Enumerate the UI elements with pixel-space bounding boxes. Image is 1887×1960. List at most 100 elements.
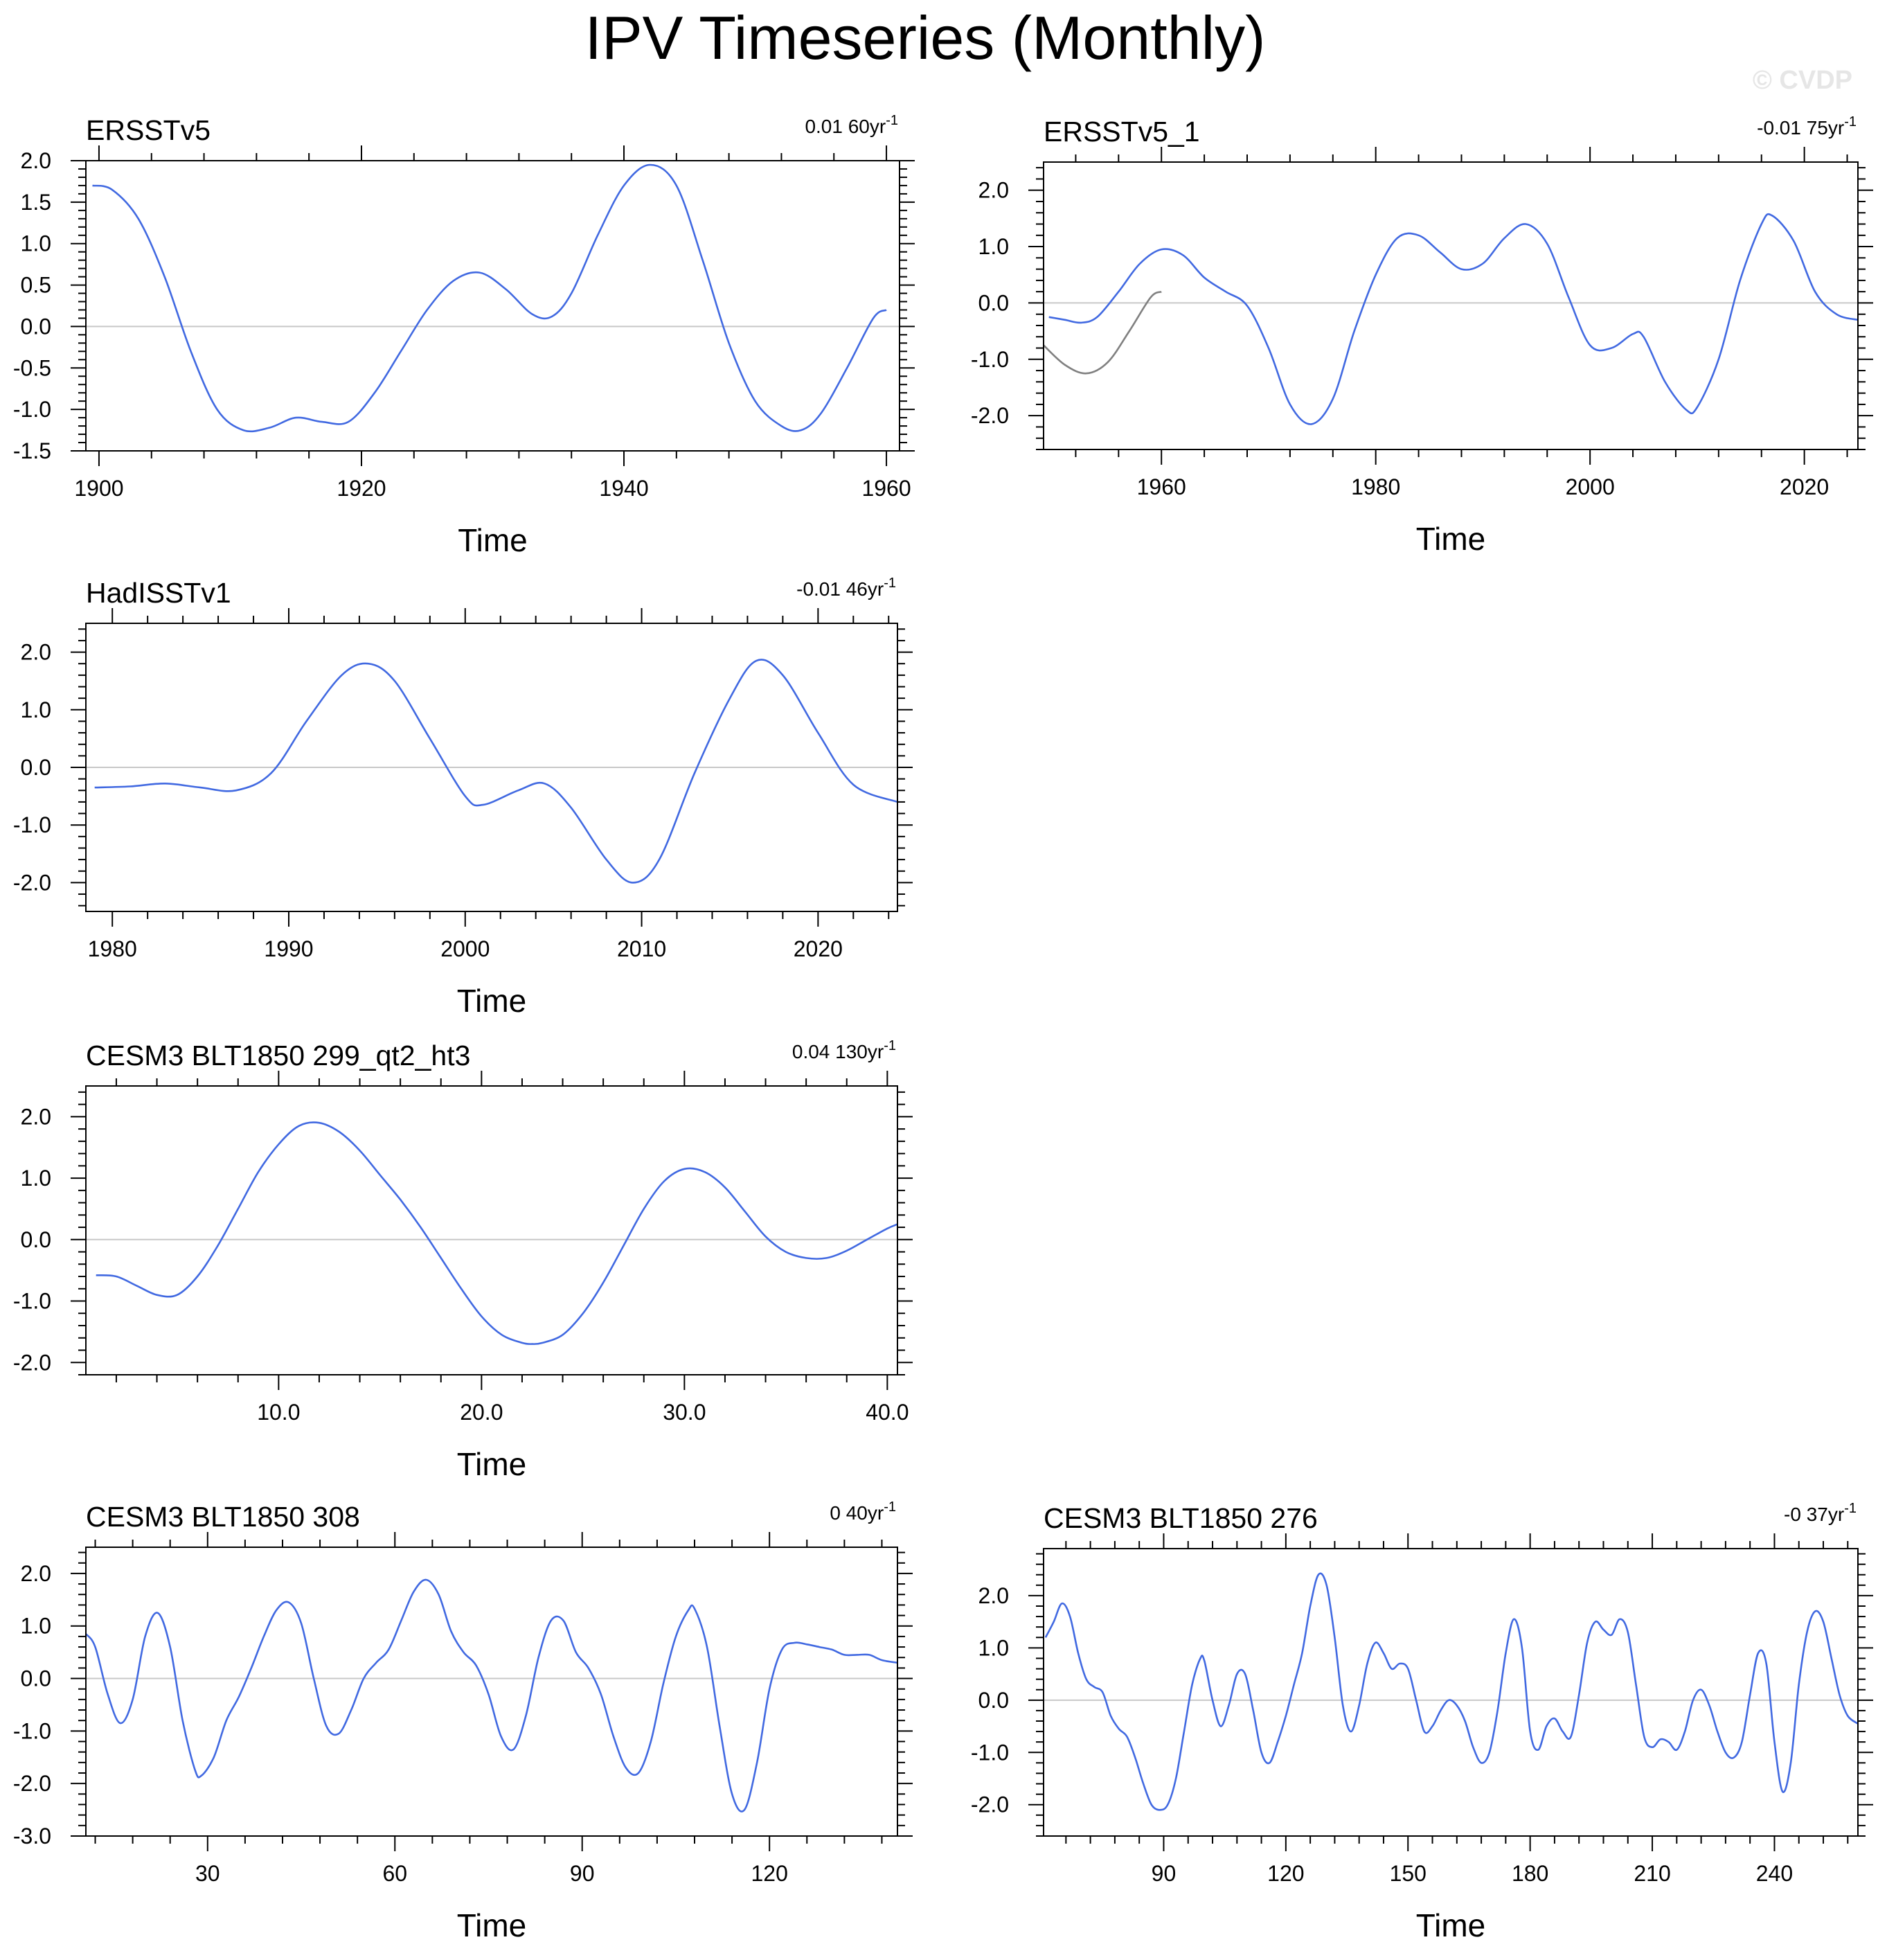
y-tick-label: 0.0 bbox=[21, 1227, 51, 1252]
y-tick-label: 0.0 bbox=[21, 755, 51, 780]
trend-exponent: -1 bbox=[1844, 1501, 1857, 1516]
chart-panel-cesm3_299: CESM3 BLT1850 299_qt2_ht3 0.04 130yr-1 10.… bbox=[13, 1038, 913, 1482]
y-tick-label: -1.0 bbox=[13, 1718, 51, 1743]
y-tick-label: 1.0 bbox=[978, 234, 1009, 259]
y-tick-label: 2.0 bbox=[978, 1583, 1009, 1608]
x-tick-label: 1900 bbox=[74, 476, 123, 501]
y-tick-label: 0.0 bbox=[978, 290, 1009, 315]
series-line-0 bbox=[92, 163, 887, 433]
y-tick-label: 1.0 bbox=[978, 1635, 1009, 1660]
trend-value: 0.04 130yr bbox=[792, 1041, 884, 1062]
trend-annotation: 0 40yr-1 bbox=[830, 1499, 896, 1524]
x-axis-label: Time bbox=[1416, 521, 1486, 557]
y-tick-label: 1.5 bbox=[21, 190, 51, 215]
x-axis-label: Time bbox=[458, 522, 528, 558]
x-tick-label: 10.0 bbox=[257, 1400, 300, 1425]
y-tick-label: 1.0 bbox=[21, 231, 51, 256]
series-group bbox=[1044, 1572, 1858, 1811]
x-tick-label: 150 bbox=[1390, 1861, 1427, 1886]
chart-panel-ersstv5: ERSSTv5 0.01 60yr-1 1900 1920 1940 1960 -1.5 -1… bbox=[13, 113, 915, 558]
x-tick-label: 2000 bbox=[1566, 474, 1615, 499]
y-tick-label: -1.5 bbox=[13, 438, 51, 463]
trend-exponent: -1 bbox=[884, 1038, 896, 1053]
y-tick-label: -2.0 bbox=[13, 1771, 51, 1796]
series-line-0 bbox=[86, 1578, 897, 1812]
x-axis-label: Time bbox=[457, 983, 527, 1019]
x-tick-label: 90 bbox=[1152, 1861, 1177, 1886]
x-axis-label: Time bbox=[457, 1907, 527, 1943]
y-tick-label: 2.0 bbox=[21, 640, 51, 665]
chart-panel-hadisstv1: HadISSTv1 -0.01 46yr-1 1980 1990 2000 2010 202… bbox=[13, 576, 913, 1019]
figure-title: IPV Timeseries (Monthly) bbox=[585, 3, 1266, 72]
series-group bbox=[96, 1121, 897, 1345]
series-group bbox=[94, 659, 897, 884]
x-tick-label: 1990 bbox=[264, 936, 313, 961]
x-tick-label: 180 bbox=[1512, 1861, 1548, 1886]
y-tick-label: 0.0 bbox=[21, 314, 51, 339]
x-tick-label: 30 bbox=[195, 1861, 220, 1886]
y-tick-label: 2.0 bbox=[978, 178, 1009, 203]
plot-frame bbox=[85, 160, 900, 452]
panel-title: ERSSTv5_1 bbox=[1044, 116, 1200, 148]
trend-exponent: -1 bbox=[884, 1499, 896, 1515]
panel-title: HadISSTv1 bbox=[86, 577, 231, 609]
series-line-1 bbox=[1048, 213, 1858, 425]
x-tick-label: 2020 bbox=[1780, 474, 1829, 499]
y-tick-label: 2.0 bbox=[21, 148, 51, 173]
series-line-0 bbox=[94, 659, 897, 884]
x-tick-label: 1920 bbox=[337, 476, 386, 501]
y-tick-label: 0.0 bbox=[21, 1666, 51, 1691]
chart-panel-cesm3_308: CESM3 BLT1850 308 0 40yr-1 30 60 90 120 -3.0 -2… bbox=[13, 1499, 913, 1943]
chart-panel-cesm3_276: CESM3 BLT1850 276 -0 37yr-1 90 120 150 180 210… bbox=[971, 1501, 1873, 1943]
trend-exponent: -1 bbox=[884, 576, 896, 591]
x-tick-label: 40.0 bbox=[866, 1400, 909, 1425]
trend-exponent: -1 bbox=[1844, 114, 1857, 130]
panel-title: CESM3 BLT1850 308 bbox=[86, 1501, 360, 1533]
y-tick-label: -0.5 bbox=[13, 355, 51, 380]
y-tick-label: -2.0 bbox=[971, 1792, 1009, 1817]
panel-title: CESM3 BLT1850 299_qt2_ht3 bbox=[86, 1040, 470, 1071]
trend-value: -0.01 75yr bbox=[1757, 117, 1844, 139]
y-tick-label: -1.0 bbox=[13, 812, 51, 837]
y-tick-label: -3.0 bbox=[13, 1824, 51, 1848]
series-line-0 bbox=[96, 1121, 897, 1345]
trend-annotation: 0.01 60yr-1 bbox=[805, 113, 898, 137]
trend-annotation: -0 37yr-1 bbox=[1784, 1501, 1857, 1525]
x-axis-label: Time bbox=[1416, 1907, 1486, 1943]
x-tick-label: 1940 bbox=[599, 476, 648, 501]
x-tick-label: 210 bbox=[1634, 1861, 1670, 1886]
x-tick-label: 120 bbox=[1267, 1861, 1304, 1886]
x-axis-label: Time bbox=[457, 1446, 527, 1482]
y-tick-label: -1.0 bbox=[13, 397, 51, 422]
trend-value: 0 40yr bbox=[830, 1502, 884, 1524]
watermark: © CVDP bbox=[1753, 66, 1852, 95]
plot-frame bbox=[85, 1547, 898, 1837]
y-tick-label: -2.0 bbox=[971, 403, 1009, 428]
x-tick-label: 2000 bbox=[440, 936, 490, 961]
plot-frame bbox=[1043, 161, 1859, 450]
y-tick-label: -1.0 bbox=[971, 1740, 1009, 1765]
y-tick-label: 1.0 bbox=[21, 1614, 51, 1639]
x-tick-label: 120 bbox=[751, 1861, 787, 1886]
x-tick-label: 1980 bbox=[1351, 474, 1400, 499]
y-tick-label: -1.0 bbox=[971, 347, 1009, 372]
x-tick-label: 90 bbox=[570, 1861, 595, 1886]
y-tick-label: 2.0 bbox=[21, 1561, 51, 1586]
trend-annotation: 0.04 130yr-1 bbox=[792, 1038, 896, 1062]
panel-title: CESM3 BLT1850 276 bbox=[1044, 1502, 1318, 1534]
plot-frame bbox=[1043, 1548, 1859, 1837]
trend-value: 0.01 60yr bbox=[805, 116, 886, 137]
series-line-0 bbox=[1044, 290, 1162, 375]
series-group bbox=[86, 1578, 897, 1812]
x-tick-label: 20.0 bbox=[460, 1400, 503, 1425]
trend-annotation: -0.01 46yr-1 bbox=[796, 576, 896, 600]
y-tick-label: -2.0 bbox=[13, 1350, 51, 1375]
plot-frame bbox=[85, 1085, 898, 1375]
trend-exponent: -1 bbox=[886, 113, 898, 128]
y-tick-label: -2.0 bbox=[13, 870, 51, 895]
y-tick-label: 0.0 bbox=[978, 1688, 1009, 1713]
x-tick-label: 2020 bbox=[794, 936, 843, 961]
trend-value: -0.01 46yr bbox=[796, 578, 884, 600]
